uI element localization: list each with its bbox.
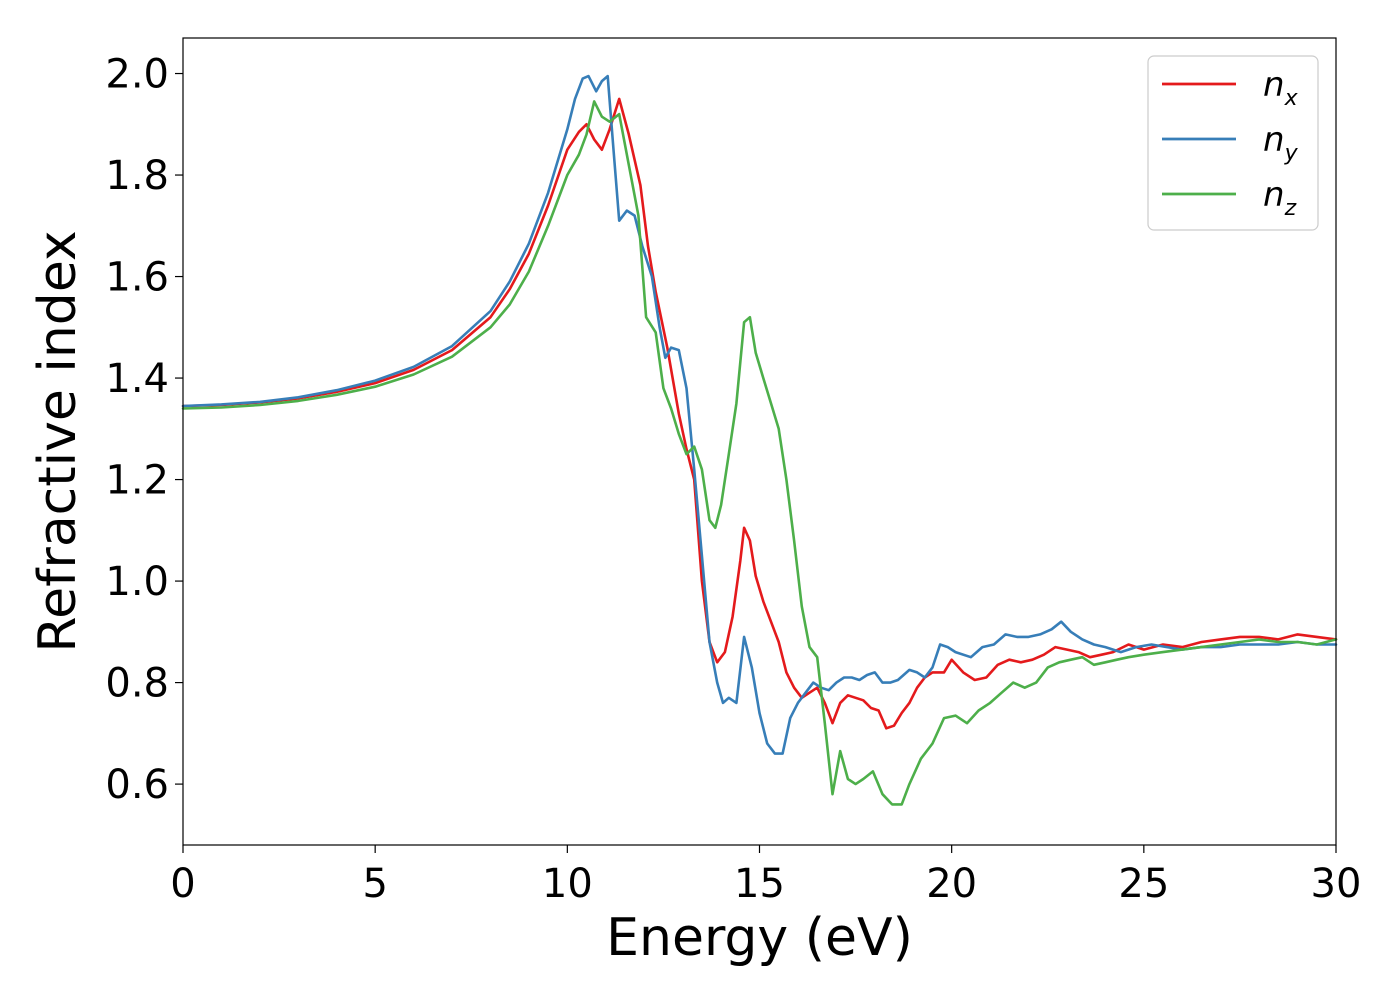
x-tick-label: 30 [1311, 861, 1362, 907]
y-tick-label: 0.6 [105, 762, 169, 808]
y-axis-title: Refractive index [28, 230, 88, 652]
y-tick-label: 1.6 [105, 255, 169, 301]
series-line-n-y [181, 74, 1338, 755]
x-tick-label: 0 [170, 861, 195, 907]
x-axis-title: Energy (eV) [606, 908, 913, 968]
x-tick-label: 15 [734, 861, 785, 907]
y-tick-label: 1.2 [105, 458, 169, 504]
x-tick-label: 20 [926, 861, 977, 907]
y-tick-label: 0.8 [105, 661, 169, 707]
y-tick-label: 1.0 [105, 559, 169, 605]
y-tick-label: 2.0 [105, 52, 169, 98]
y-tick-label: 1.4 [105, 356, 169, 402]
series-line-n-x [181, 97, 1338, 730]
y-axis-ticks: 0.6 0.8 1.0 1.2 1.4 1.6 1.8 2.0 [105, 52, 183, 808]
series-line-n-z [181, 100, 1338, 806]
x-tick-label: 25 [1118, 861, 1169, 907]
y-tick-label: 1.8 [105, 153, 169, 199]
plot-lines [181, 74, 1338, 806]
x-axis-ticks: 0 5 10 15 20 25 30 [170, 845, 1361, 907]
x-tick-label: 10 [542, 861, 593, 907]
x-tick-label: 5 [362, 861, 387, 907]
legend-box [1147, 55, 1319, 231]
